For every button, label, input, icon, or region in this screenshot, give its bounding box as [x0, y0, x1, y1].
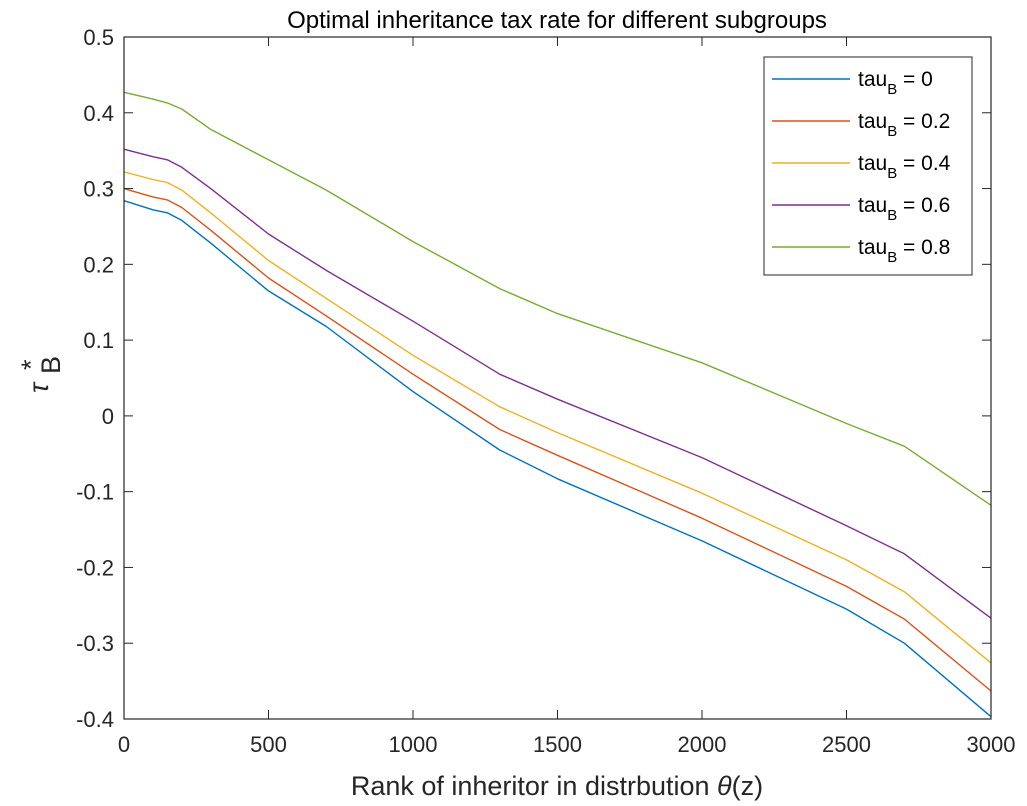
x-tick-label: 3000	[967, 732, 1016, 757]
x-tick-label: 2500	[822, 732, 871, 757]
series-line-0	[124, 201, 991, 717]
y-axis-label-sub: B	[36, 356, 66, 374]
x-axis-label-prefix: Rank of inheritor in distrbution	[351, 771, 717, 801]
x-tick-label: 1000	[389, 732, 438, 757]
x-tick-label: 1500	[533, 732, 582, 757]
chart-title: Optimal inheritance tax rate for differe…	[287, 7, 827, 34]
y-tick-label: -0.1	[76, 480, 114, 505]
y-tick-label: 0.5	[83, 25, 114, 50]
x-axis-label: Rank of inheritor in distrbution θ(z)	[351, 771, 763, 801]
y-axis-label: τ * B	[16, 356, 66, 393]
x-tick-label: 500	[250, 732, 287, 757]
y-tick-label: 0.3	[83, 177, 114, 202]
x-axis-label-theta: θ	[717, 771, 732, 801]
y-tick-label: -0.4	[76, 707, 114, 732]
y-tick-label: 0.4	[83, 101, 114, 126]
y-tick-label: -0.3	[76, 631, 114, 656]
x-tick-label: 2000	[678, 732, 727, 757]
y-axis-label-tau: τ	[24, 381, 54, 393]
y-tick-label: 0.1	[83, 328, 114, 353]
x-axis-label-suffix: (z)	[732, 771, 763, 801]
y-tick-label: 0.2	[83, 252, 114, 277]
y-tick-label: -0.2	[76, 555, 114, 580]
x-tick-label: 0	[118, 732, 130, 757]
y-tick-label: 0	[102, 404, 114, 429]
